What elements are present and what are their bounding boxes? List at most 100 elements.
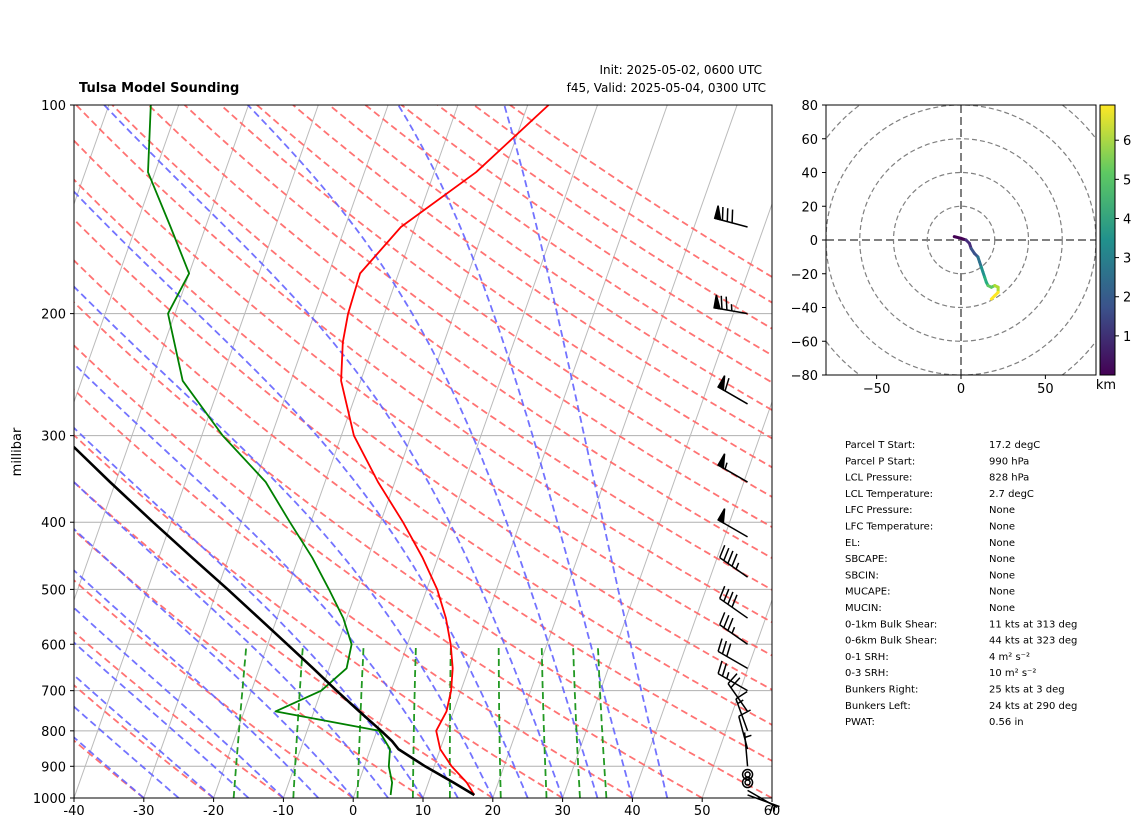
moist-adiabat-line [74, 480, 389, 798]
isotherm-line [701, 598, 772, 798]
y-tick-label: 700 [41, 685, 66, 700]
param-label: LCL Temperature: [845, 489, 933, 500]
param-value: 11 kts at 313 deg [989, 619, 1077, 630]
valid-time: f45, Valid: 2025-05-04, 0300 UTC [567, 81, 766, 95]
wind-barb [717, 453, 748, 483]
moist-adiabat-line [397, 105, 634, 798]
isotherm-line [352, 105, 598, 798]
param-label: SBCAPE: [845, 554, 888, 565]
dry-adiabat-line [364, 105, 772, 384]
dry-adiabat-line [75, 105, 772, 624]
param-value: 25 kts at 3 deg [989, 685, 1065, 696]
dry-adiabat-line [292, 105, 772, 440]
hodo-x-tick-label: −50 [863, 382, 890, 397]
x-tick-label: 20 [485, 804, 502, 819]
param-value: 828 hPa [989, 473, 1029, 484]
hodo-y-tick-label: −20 [791, 268, 818, 283]
dry-adiabat-line [74, 218, 772, 726]
mixing-ratio-line [412, 644, 417, 798]
hodo-y-tick-label: 20 [801, 200, 818, 215]
hodograph-trace [952, 235, 1000, 301]
x-tick-label: 10 [415, 804, 432, 819]
isotherm-line [213, 105, 459, 798]
param-value: 990 hPa [989, 456, 1029, 467]
hodo-y-tick-label: −80 [791, 369, 818, 384]
mixing-ratio-line [572, 644, 581, 798]
y-tick-label: 1000 [33, 792, 66, 807]
hodograph-rings [826, 105, 1096, 375]
mixing-ratio-line [497, 644, 502, 798]
x-tick-label: 50 [694, 804, 711, 819]
param-value: 10 m² s⁻² [989, 668, 1036, 679]
moist-adiabat-line [74, 641, 250, 798]
isotherm-line [74, 105, 180, 404]
chart-title: Tulsa Model Sounding [79, 81, 239, 96]
moist-adiabat-line [74, 673, 215, 798]
hodograph-ring [859, 138, 1063, 342]
hodo-y-tick-label: 80 [801, 99, 818, 114]
colorbar-tick-label: 1 [1123, 330, 1131, 345]
sounding-parameters-table: Parcel T Start: 17.2 degC Parcel P Start: 9… [845, 440, 1077, 728]
moist-adiabat-line [247, 105, 599, 798]
isotherm-line [562, 202, 772, 798]
hodo-y-tick-label: −60 [791, 335, 818, 350]
param-label: LFC Temperature: [845, 522, 933, 533]
wind-barb [719, 585, 749, 619]
y-tick-label: 800 [41, 725, 66, 740]
temperature-profile [340, 105, 550, 796]
param-value: None [989, 554, 1015, 565]
dry-adiabat-line [74, 433, 564, 798]
param-value: 44 kts at 323 deg [989, 636, 1077, 647]
skewt-background-lines [74, 105, 772, 798]
wind-barb [717, 508, 748, 538]
dry-adiabat-line [74, 139, 772, 657]
mixing-ratio-line [356, 644, 365, 798]
dry-adiabat-line [74, 178, 772, 691]
skewt-axis-ticks: -40 -30 -20 -10 0 10 20 30 40 50 60 100 200 300 400 500… [33, 99, 780, 819]
dry-adiabat-line [74, 301, 772, 798]
hodo-y-tick-label: 60 [801, 133, 818, 148]
y-tick-label: 400 [41, 516, 66, 531]
param-value: 24 kts at 290 deg [989, 701, 1077, 712]
param-label: LFC Pressure: [845, 505, 913, 516]
param-value: None [989, 587, 1015, 598]
wind-barb [719, 612, 749, 645]
param-label: Parcel P Start: [845, 456, 915, 467]
param-label: LCL Pressure: [845, 473, 912, 484]
y-tick-label: 100 [41, 99, 66, 114]
wind-barb [713, 205, 748, 228]
param-label: PWAT: [845, 717, 875, 728]
mixing-ratio-line [596, 644, 608, 798]
y-axis-label: millibar [10, 427, 25, 476]
mixing-ratio-line [232, 644, 248, 798]
moist-adiabat-line [74, 527, 354, 798]
moist-adiabat-line [74, 705, 180, 798]
wind-barb [747, 794, 780, 812]
wind-barb [717, 638, 748, 669]
hodo-y-tick-label: 40 [801, 167, 818, 182]
x-tick-label: 60 [764, 804, 781, 819]
isotherm-line [631, 400, 772, 798]
moist-adiabat-line [74, 190, 529, 798]
wind-barb [713, 294, 748, 315]
colorbar-tick-label: 5 [1123, 173, 1131, 188]
param-label: MUCAPE: [845, 587, 891, 598]
colorbar-label: km [1096, 378, 1116, 393]
param-label: 0-6km Bulk Shear: [845, 636, 937, 647]
param-value: 2.7 degC [989, 489, 1034, 500]
wind-barb [719, 544, 749, 578]
dry-adiabat-line [74, 259, 772, 762]
dewpoint-profile [147, 105, 393, 796]
wind-barbs [713, 205, 780, 812]
param-label: 0-3 SRH: [845, 668, 889, 679]
hodo-x-tick-label: 0 [957, 382, 965, 397]
x-tick-label: 40 [624, 804, 641, 819]
dry-adiabat-line [74, 684, 215, 798]
isotherm-line [282, 105, 529, 798]
y-tick-label: 500 [41, 583, 66, 598]
param-value: 0.56 in [989, 717, 1024, 728]
param-label: EL: [845, 538, 860, 549]
moist-adiabat-line [74, 362, 459, 798]
y-tick-label: 200 [41, 308, 66, 323]
dry-adiabat-line [74, 344, 703, 798]
